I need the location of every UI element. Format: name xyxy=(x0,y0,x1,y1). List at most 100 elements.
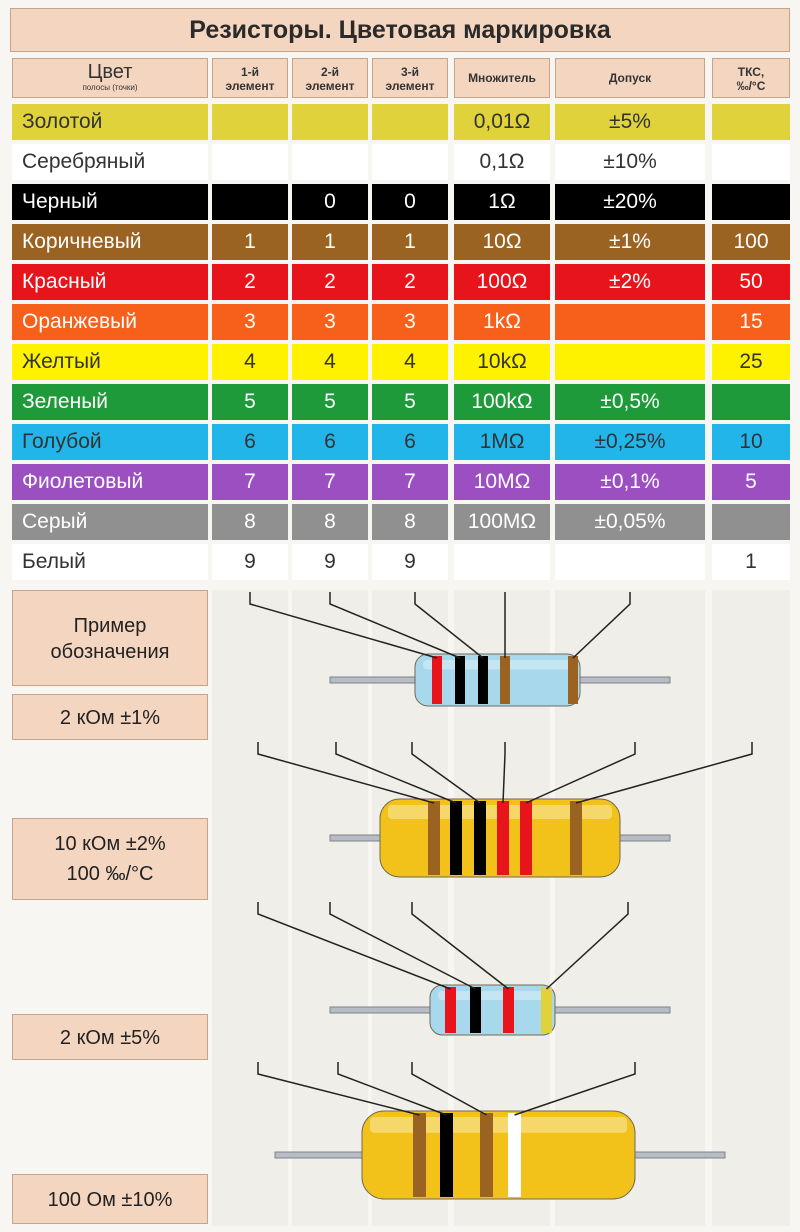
leader-line xyxy=(329,592,461,659)
table-cell-d3: 3 xyxy=(372,304,448,340)
table-cell-d2: 4 xyxy=(292,344,368,380)
example-2-value: 10 кОм ±2% xyxy=(54,833,166,855)
resistor-band xyxy=(568,656,578,704)
table-cell-tks xyxy=(712,184,790,220)
column-header-subtitle: ‰/°C xyxy=(736,79,766,93)
table-cell-tks: 50 xyxy=(712,264,790,300)
column-header-4: Множитель xyxy=(454,58,550,98)
color-name-cell: Зеленый xyxy=(12,384,208,420)
table-cell-tks: 100 xyxy=(712,224,790,260)
table-cell-d2: 7 xyxy=(292,464,368,500)
column-header-2: 2-й элемент xyxy=(292,58,368,98)
column-header-title: Цвет xyxy=(87,61,133,83)
resistor-band xyxy=(450,801,462,875)
table-cell-mult: 1MΩ xyxy=(454,424,550,460)
leader-line xyxy=(257,1062,420,1116)
table-cell-mult: 1Ω xyxy=(454,184,550,220)
table-cell-mult: 0,1Ω xyxy=(454,144,550,180)
resistor-highlight xyxy=(423,660,572,670)
table-cell-tks: 25 xyxy=(712,344,790,380)
resistor-band xyxy=(428,801,440,875)
table-cell-tks xyxy=(712,504,790,540)
column-header-subtitle: элемент xyxy=(385,79,435,93)
leader-line xyxy=(414,592,484,659)
color-name-cell: Фиолетовый xyxy=(12,464,208,500)
leader-line xyxy=(502,742,506,804)
column-header-title: Множитель xyxy=(468,71,536,85)
leader-line xyxy=(411,742,481,804)
leader-line xyxy=(257,902,451,990)
column-header-title: 3-й xyxy=(400,65,420,79)
resistor-band xyxy=(570,801,582,875)
page-title: Резисторы. Цветовая маркировка xyxy=(10,8,790,52)
table-cell-tks: 5 xyxy=(712,464,790,500)
table-cell-d2: 3 xyxy=(292,304,368,340)
table-cell-d2 xyxy=(292,144,368,180)
leader-line xyxy=(329,902,476,990)
table-cell-d1: 4 xyxy=(212,344,288,380)
leader-line xyxy=(335,742,457,804)
table-cell-d3: 6 xyxy=(372,424,448,460)
column-header-title: 1-й xyxy=(240,65,260,79)
table-cell-tks: 15 xyxy=(712,304,790,340)
table-cell-d3 xyxy=(372,144,448,180)
table-cell-tks xyxy=(712,104,790,140)
resistor-band xyxy=(440,1113,453,1197)
color-name-cell: Белый xyxy=(12,544,208,580)
resistor-band xyxy=(520,801,532,875)
resistor-band xyxy=(497,801,509,875)
resistor-band xyxy=(503,987,514,1033)
resistor-band xyxy=(541,987,552,1033)
table-cell-d2: 1 xyxy=(292,224,368,260)
column-header-title: Допуск xyxy=(608,71,652,85)
leader-line xyxy=(249,592,438,659)
table-cell-d2: 8 xyxy=(292,504,368,540)
table-cell-mult: 0,01Ω xyxy=(454,104,550,140)
color-name-cell: Серый xyxy=(12,504,208,540)
table-cell-mult: 10kΩ xyxy=(454,344,550,380)
color-name-cell: Серебряный xyxy=(12,144,208,180)
table-cell-d3: 0 xyxy=(372,184,448,220)
color-name-cell: Черный xyxy=(12,184,208,220)
column-header-3: 3-й элемент xyxy=(372,58,448,98)
table-cell-d1: 3 xyxy=(212,304,288,340)
table-cell-d1: 7 xyxy=(212,464,288,500)
resistor-band xyxy=(478,656,488,704)
table-cell-mult: 100kΩ xyxy=(454,384,550,420)
leader-line xyxy=(257,742,435,804)
example-column-bg xyxy=(212,590,288,1226)
example-4-label: 100 Ом ±10% xyxy=(12,1174,208,1224)
table-cell-tks xyxy=(712,144,790,180)
table-cell-tol: ±0,25% xyxy=(555,424,705,460)
example-2-label: 10 кОм ±2% 100 ‰/°C xyxy=(12,818,208,900)
resistor-band xyxy=(455,656,465,704)
column-header-0: Цвет полосы (точки) xyxy=(12,58,208,98)
leader-line xyxy=(337,1062,447,1116)
table-cell-d2: 0 xyxy=(292,184,368,220)
resistor-body xyxy=(361,1110,636,1200)
table-cell-tol: ±1% xyxy=(555,224,705,260)
table-cell-tol: ±20% xyxy=(555,184,705,220)
table-cell-d1: 8 xyxy=(212,504,288,540)
table-cell-d3: 9 xyxy=(372,544,448,580)
table-cell-d2: 5 xyxy=(292,384,368,420)
resistor-band xyxy=(508,1113,521,1197)
leader-line xyxy=(572,592,631,659)
table-cell-d1 xyxy=(212,184,288,220)
table-cell-d1: 1 xyxy=(212,224,288,260)
color-name-cell: Золотой xyxy=(12,104,208,140)
example-2-tks: 100 ‰/°C xyxy=(66,863,154,885)
resistor-band xyxy=(470,987,481,1033)
example-heading-text: Пример обозначения xyxy=(50,615,170,663)
table-cell-tol xyxy=(555,344,705,380)
table-cell-tol: ±0,1% xyxy=(555,464,705,500)
color-name-cell: Красный xyxy=(12,264,208,300)
table-cell-tol xyxy=(555,544,705,580)
column-header-subtitle: элемент xyxy=(305,79,355,93)
resistor-band xyxy=(474,801,486,875)
table-cell-d3: 2 xyxy=(372,264,448,300)
table-cell-d1: 2 xyxy=(212,264,288,300)
table-cell-d2: 9 xyxy=(292,544,368,580)
resistor-body xyxy=(429,984,556,1036)
